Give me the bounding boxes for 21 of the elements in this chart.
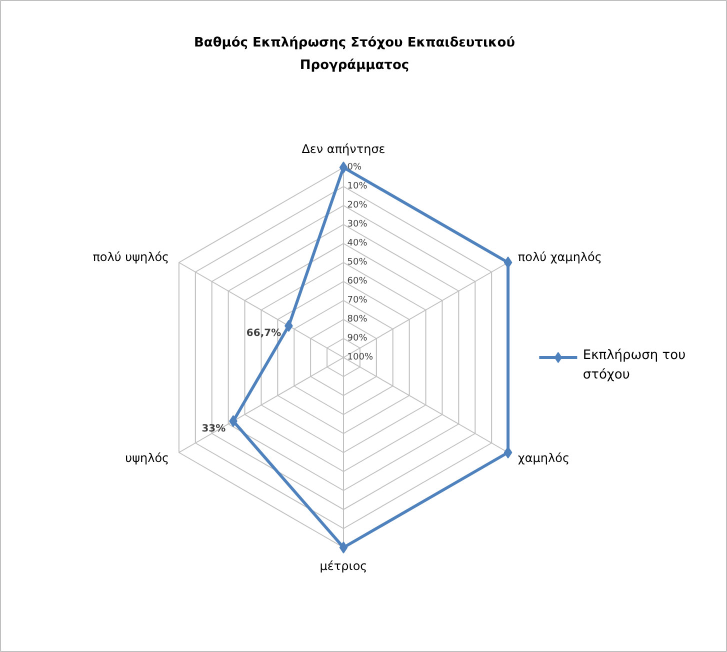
spoke-label: Δεν απήντησε [302,142,386,156]
spoke-label: χαμηλός [518,451,570,466]
y-tick-label: 10% [347,182,368,192]
y-tick-label: 20% [347,200,368,210]
y-tick-label: 40% [347,238,368,248]
y-tick-label: 0% [347,162,362,172]
spoke-label: πολύ χαμηλός [518,250,602,264]
spoke-label: μέτριος [320,558,368,573]
y-tick-label: 60% [347,276,368,286]
chart-title: Βαθμός Εκπλήρωσης Στόχου Εκπαιδευτικού Προγράμματος [194,36,516,73]
spoke-label: πολύ υψηλός [92,250,170,264]
y-tick-label: 50% [347,258,368,268]
y-tick-label: 80% [347,314,368,324]
data-label: 33% [202,423,226,434]
y-tick-label: 70% [347,296,368,306]
spoke-label: υψηλός [125,451,170,466]
data-label: 66,7% [246,328,282,339]
y-tick-label: 100% [347,352,374,362]
y-tick-label: 90% [347,334,368,344]
legend-label: Εκπλήρωση του στόχου [582,348,686,382]
y-tick-label: 30% [347,220,368,230]
